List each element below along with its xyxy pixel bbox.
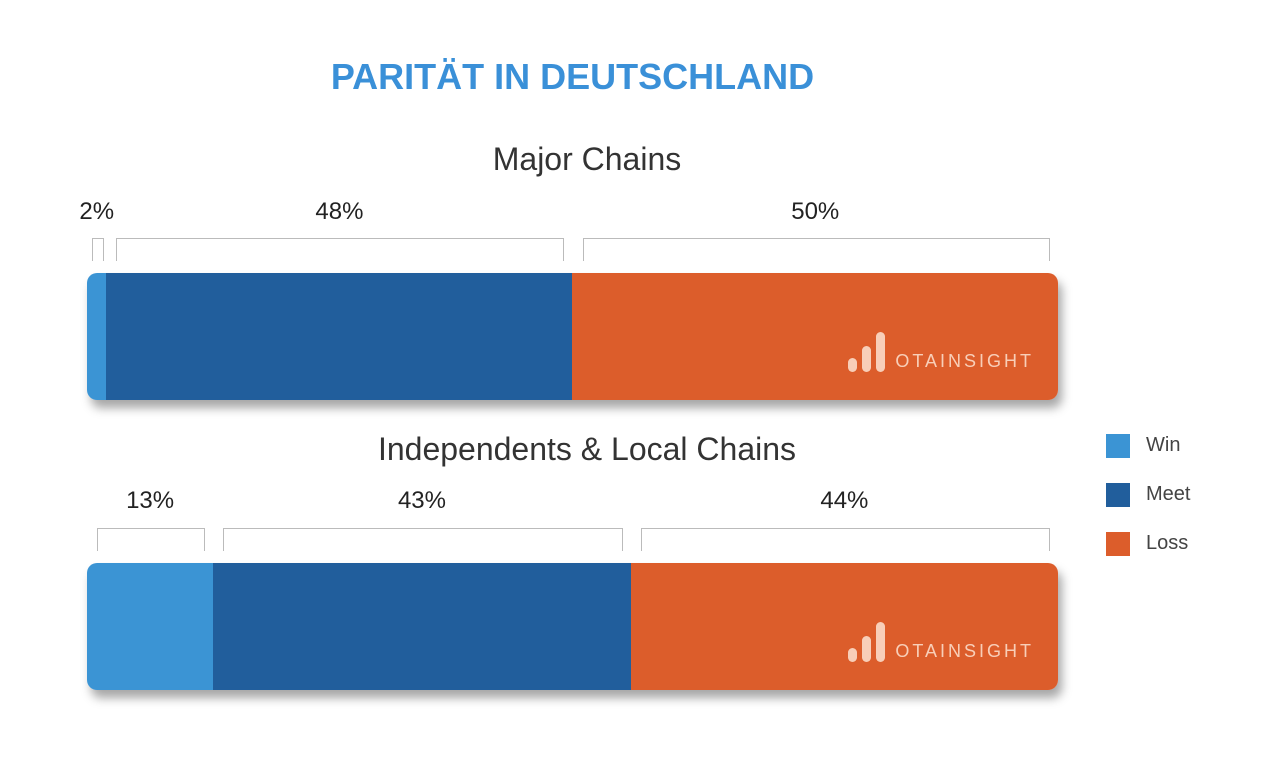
logo-bars-icon [848,332,886,372]
bar-segment-win [87,273,107,400]
legend-swatch [1106,482,1130,507]
logo-bars-icon [848,622,886,662]
legend-label: Meet [1146,483,1191,505]
data-label: 50% [791,198,840,225]
logo-text: OTAINSIGHT [895,351,1034,371]
chart-title: PARITÄT IN DEUTSCHLAND [330,56,815,97]
data-label: 44% [820,487,869,514]
bracket [223,528,623,551]
legend: Win Meet Loss [1106,421,1190,568]
legend-label: Loss [1146,532,1189,554]
data-label: 13% [126,487,175,514]
legend-swatch [1106,531,1130,556]
legend-item-meet: Meet [1106,470,1190,519]
logo-text: OTAINSIGHT [895,641,1034,661]
legend-swatch [1106,433,1130,458]
bar-segment-meet [106,273,573,400]
legend-label: Win [1146,434,1181,456]
ota-insight-logo: OTAINSIGHT [848,622,1034,662]
stacked-bar: OTAINSIGHT [87,273,1058,400]
bracket [97,528,206,551]
bracket [582,238,1050,261]
panel-title: Independents & Local Chains [377,431,797,467]
data-label: 48% [315,198,364,225]
bracket [116,238,565,261]
stacked-bar: OTAINSIGHT [87,563,1058,690]
bar-segment-loss [630,563,1058,690]
bar-segment-meet [213,563,631,690]
bracket [91,238,104,261]
ota-insight-logo: OTAINSIGHT [848,332,1034,372]
bar-segment-loss [572,273,1058,400]
legend-item-win: Win [1106,421,1190,470]
data-label: 2% [79,198,115,225]
panel-title: Major Chains [492,141,682,177]
bracket [640,528,1050,551]
bar-segment-win [87,563,214,690]
legend-item-loss: Loss [1106,519,1190,568]
data-label: 43% [397,487,447,514]
